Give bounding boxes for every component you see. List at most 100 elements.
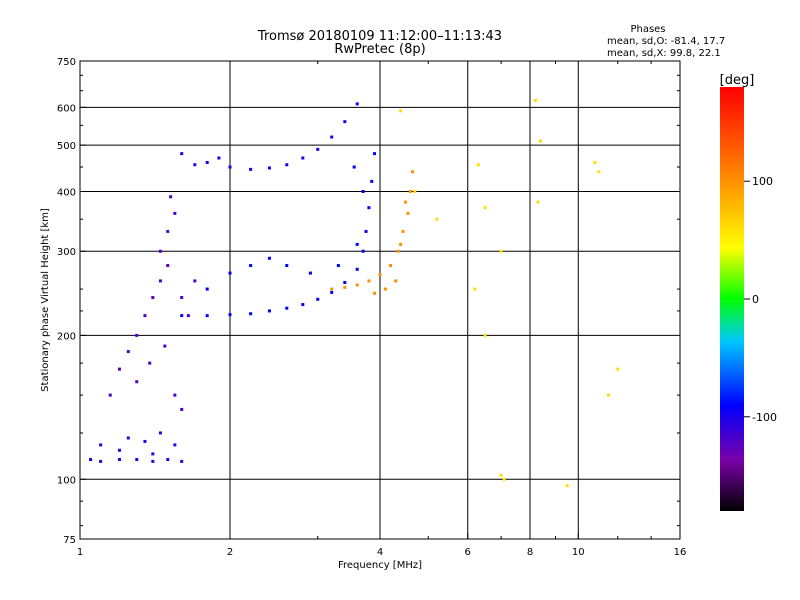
colorbar-ticks: 100 0 -100 [744,175,777,424]
x-tick-label: 2 [227,547,233,558]
data-point [330,287,334,291]
data-point [285,306,289,310]
phases-x-line: mean, sd,X: 99.8, 22.1 [607,48,721,59]
data-point [406,211,410,215]
data-point [249,312,253,316]
y-axis-label: Stationary phase Virtual Height [km] [40,208,51,392]
colorbar-tick-label: 100 [752,175,773,188]
data-point [143,314,147,318]
x-tick-label: 16 [674,547,687,558]
data-point [267,256,271,260]
data-point [151,459,155,463]
data-point [539,139,543,143]
data-point [186,314,190,318]
data-point [180,296,184,300]
data-point [126,436,130,440]
data-point [180,152,184,156]
data-point [394,279,398,283]
data-point [99,459,103,463]
data-point [301,303,305,307]
data-point [330,135,334,139]
x-tick-label: 4 [377,547,383,558]
data-point [135,457,139,461]
data-point [389,264,393,268]
data-point [330,290,334,294]
data-point [205,287,209,291]
data-point [399,109,403,113]
data-point [151,296,155,300]
y-axis-ticks: 75 100 200 300 400 500 600 750 [57,57,680,546]
data-point [249,167,253,171]
data-point [285,264,289,268]
data-point [158,249,162,253]
data-point [228,165,232,169]
data-point [267,166,271,170]
y-tick-label: 500 [57,141,76,152]
data-point [411,170,415,174]
data-point [593,160,597,164]
data-point [361,189,365,193]
data-point [483,333,487,337]
data-point [343,285,347,289]
phases-o-line: mean, sd,O: -81.4, 17.7 [607,36,725,47]
data-point [99,443,103,447]
data-point [367,279,371,283]
data-point [607,393,611,397]
data-point [173,393,177,397]
data-point [117,457,121,461]
data-point [151,452,155,456]
data-point [373,291,377,295]
data-point [180,314,184,318]
data-point [143,439,147,443]
x-tick-label: 10 [572,547,585,558]
data-point [267,309,271,313]
data-point [373,152,377,156]
data-point [135,380,139,384]
data-point [126,350,130,354]
colorbar-tick-label: 0 [752,293,759,306]
data-point [352,165,356,169]
y-tick-label: 100 [57,475,76,486]
data-point [117,367,121,371]
data-point [476,163,480,167]
data-point [169,195,173,199]
data-point [117,448,121,452]
x-axis-label: Frequency [MHz] [338,560,422,571]
data-point [370,179,374,183]
colorbar-tick-label: -100 [752,411,777,424]
grid-lines [79,61,681,539]
data-point [413,189,417,193]
chart-subtitle: RwPretec (8p) [334,42,425,57]
data-point [399,242,403,246]
x-axis-ticks: 1 2 4 6 8 10 16 [77,61,687,558]
data-point [435,217,439,221]
data-point [285,163,289,167]
chart-title: Tromsø 20180109 11:12:00–11:13:43 [257,29,502,44]
data-point [193,279,197,283]
data-point [166,229,170,233]
data-point [361,249,365,253]
data-point [158,279,162,283]
data-point [166,457,170,461]
data-point [597,170,601,174]
data-point [383,287,387,291]
data-point [343,281,347,285]
data-point [148,361,152,365]
data-point [173,443,177,447]
data-point [308,271,312,275]
data-point [355,283,359,287]
data-point [499,249,503,253]
data-point [316,147,320,151]
data-point [301,156,305,160]
data-point [163,344,167,348]
data-point [533,99,537,103]
data-point [228,313,232,317]
data-point [316,297,320,301]
colorbar [720,87,744,511]
x-tick-label: 1 [77,547,83,558]
y-tick-label: 600 [57,103,76,114]
data-point [89,457,93,461]
data-point [180,407,184,411]
data-point [217,156,221,160]
